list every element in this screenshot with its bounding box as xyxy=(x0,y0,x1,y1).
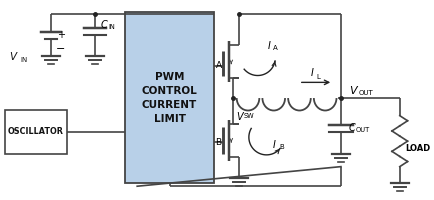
Text: A: A xyxy=(273,45,278,51)
Text: A: A xyxy=(216,61,222,70)
Bar xyxy=(125,12,214,183)
Text: −: − xyxy=(56,44,66,54)
Text: $C$: $C$ xyxy=(348,121,357,133)
Text: PWM
CONTROL
CURRENT
LIMIT: PWM CONTROL CURRENT LIMIT xyxy=(141,72,197,124)
Text: OUT: OUT xyxy=(356,127,370,133)
Text: LOAD: LOAD xyxy=(406,144,431,153)
Text: SW: SW xyxy=(244,113,255,119)
Text: $I$: $I$ xyxy=(273,138,277,150)
Text: $V$: $V$ xyxy=(349,84,359,96)
Text: +: + xyxy=(57,30,65,40)
Text: B: B xyxy=(216,138,222,147)
Text: IN: IN xyxy=(20,57,28,63)
Text: $V$: $V$ xyxy=(9,50,19,62)
Text: $C$: $C$ xyxy=(100,18,109,30)
Text: IN: IN xyxy=(109,24,115,30)
Text: B: B xyxy=(279,144,284,150)
Text: $I$: $I$ xyxy=(266,39,271,51)
Text: OSCILLATOR: OSCILLATOR xyxy=(8,127,64,136)
Bar xyxy=(5,110,67,154)
Text: $V$: $V$ xyxy=(236,110,245,122)
Text: $I$: $I$ xyxy=(309,66,314,78)
Text: OUT: OUT xyxy=(358,90,373,96)
Text: L: L xyxy=(316,74,320,80)
